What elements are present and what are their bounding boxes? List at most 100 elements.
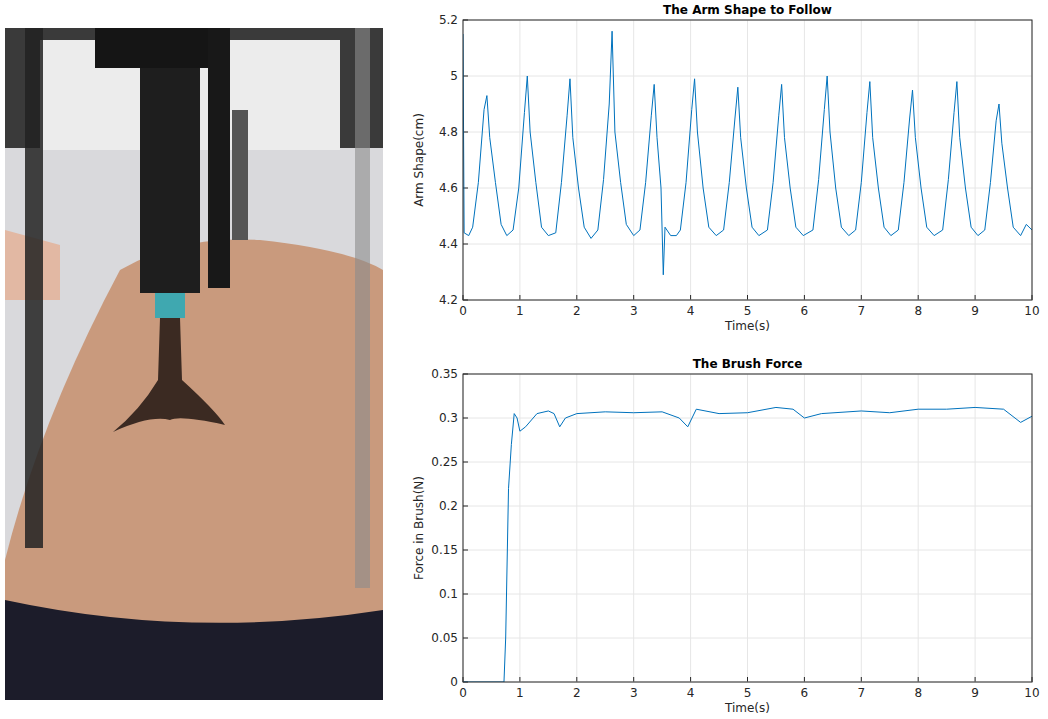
tick [633, 295, 634, 300]
tick-label: 6 [801, 304, 809, 318]
tick-label: 0 [459, 304, 467, 318]
tick-label: 9 [971, 686, 979, 700]
tick [975, 677, 976, 682]
tick-label: 0.3 [439, 411, 458, 425]
tick-label: 4 [687, 686, 695, 700]
tick [690, 677, 691, 682]
tick-label: 0.15 [431, 543, 458, 557]
tick-label: 4.2 [439, 293, 458, 307]
tick-label: 3 [630, 304, 638, 318]
tick [463, 244, 468, 245]
grid-line [975, 374, 976, 682]
tick-label: 5 [744, 304, 752, 318]
y-axis-title: Arm Shape(cm) [412, 113, 426, 207]
y-axis-title: Force in Brush(N) [412, 476, 426, 580]
tick [633, 677, 634, 682]
tick [463, 594, 468, 595]
tick [519, 677, 520, 682]
line [463, 407, 1032, 682]
grid-line [747, 374, 748, 682]
grid-line [690, 20, 691, 300]
plot-area [463, 20, 1032, 300]
chart: 01234567891000.050.10.150.20.250.30.35Th… [412, 357, 1040, 715]
tick-label: 0.2 [439, 499, 458, 513]
tick [463, 638, 468, 639]
tick-label: 2 [573, 304, 581, 318]
tick [519, 295, 520, 300]
tick-label: 7 [857, 304, 865, 318]
grid-line [576, 374, 577, 682]
arm [5, 239, 383, 700]
tick-label: 8 [914, 686, 922, 700]
tick [463, 76, 468, 77]
tick-label: 1 [516, 304, 524, 318]
grid-line [463, 550, 1032, 551]
device-rail [208, 28, 230, 288]
grid-line [463, 132, 1032, 133]
tick-label: 0 [450, 675, 458, 689]
tick [463, 418, 468, 419]
grid-line [463, 462, 1032, 463]
data-group [463, 31, 1032, 275]
grid-line [576, 20, 577, 300]
grid-line [519, 374, 520, 682]
data-group [463, 407, 1032, 682]
tick-label: 4.4 [439, 237, 458, 251]
grid-line [918, 374, 919, 682]
tick [463, 506, 468, 507]
tick-label: 4.8 [439, 125, 458, 139]
tick-label: 0.1 [439, 587, 458, 601]
grid-line [463, 244, 1032, 245]
grid-line [804, 20, 805, 300]
grid-line [463, 188, 1032, 189]
x-axis-title: Time(s) [724, 319, 770, 333]
figure: 0123456789104.24.44.64.855.2The Arm Shap… [0, 0, 1048, 719]
chart: 0123456789104.24.44.64.855.2The Arm Shap… [412, 3, 1040, 333]
tick-label: 10 [1024, 304, 1039, 318]
tick-label: 4 [687, 304, 695, 318]
grid-line [463, 594, 1032, 595]
grid-line [861, 374, 862, 682]
tick-label: 5 [450, 69, 458, 83]
tick-label: 10 [1024, 686, 1039, 700]
frame-right [355, 28, 370, 588]
title: The Brush Force [693, 357, 803, 371]
tick-label: 9 [971, 304, 979, 318]
tick [690, 295, 691, 300]
tick-label: 5 [744, 686, 752, 700]
tick-label: 4.6 [439, 181, 458, 195]
tick [975, 295, 976, 300]
grid-line [463, 638, 1032, 639]
brush-holder [155, 293, 185, 318]
line [463, 31, 1032, 275]
tick [747, 677, 748, 682]
tick [463, 462, 468, 463]
tick-label: 0.25 [431, 455, 458, 469]
tick [576, 295, 577, 300]
tick-label: 0.35 [431, 367, 458, 381]
grid-line [463, 506, 1032, 507]
tick-label: 6 [801, 686, 809, 700]
device-body [140, 68, 200, 293]
grid-line [633, 374, 634, 682]
frame-left [25, 28, 43, 548]
tick [861, 295, 862, 300]
tick [861, 677, 862, 682]
tick-label: 5.2 [439, 13, 458, 27]
frame [463, 374, 1032, 682]
tick-label: 8 [914, 304, 922, 318]
grid-line [861, 20, 862, 300]
grid-line [463, 76, 1032, 77]
tick [804, 677, 805, 682]
grid-line [519, 20, 520, 300]
brush [113, 318, 225, 432]
frame [463, 20, 1032, 300]
tick [747, 295, 748, 300]
x-axis-title: Time(s) [724, 701, 770, 715]
grid-line [633, 20, 634, 300]
tick [918, 677, 919, 682]
sleeve [5, 600, 383, 700]
grid-line [804, 374, 805, 682]
tick-label: 2 [573, 686, 581, 700]
spring [232, 110, 248, 240]
